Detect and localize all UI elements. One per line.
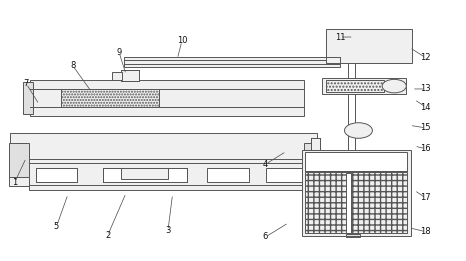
Text: 12: 12 (420, 53, 431, 62)
Bar (346, 173, 350, 233)
Text: 11: 11 (335, 33, 345, 41)
Text: 4: 4 (263, 160, 268, 169)
Text: 14: 14 (420, 103, 431, 112)
Text: 3: 3 (165, 226, 171, 235)
Text: 10: 10 (177, 37, 187, 45)
Text: 16: 16 (420, 144, 431, 153)
Bar (61, 90, 158, 107)
Text: 18: 18 (420, 227, 431, 236)
Bar (306, 152, 407, 171)
Bar (29, 80, 304, 116)
Bar (8, 177, 28, 186)
Bar (35, 168, 77, 182)
Bar (122, 168, 168, 179)
Bar (302, 150, 411, 236)
Bar (8, 144, 28, 177)
Bar (22, 82, 33, 114)
Text: 13: 13 (420, 85, 431, 93)
Bar (35, 168, 77, 182)
Circle shape (382, 79, 406, 93)
Bar (28, 185, 312, 190)
Bar (124, 57, 340, 67)
Bar (10, 133, 316, 186)
Bar (103, 168, 186, 182)
Text: 9: 9 (116, 48, 122, 57)
Text: 8: 8 (70, 61, 75, 70)
Text: 5: 5 (54, 222, 59, 231)
Text: 1: 1 (12, 178, 17, 187)
Bar (306, 171, 407, 233)
Bar (122, 70, 139, 81)
Bar (322, 78, 406, 94)
Bar (266, 168, 308, 182)
Text: 6: 6 (263, 233, 268, 241)
Bar (207, 168, 249, 182)
Circle shape (344, 123, 372, 138)
Bar (112, 72, 123, 80)
Bar (346, 234, 360, 237)
Bar (326, 29, 412, 63)
Bar (304, 144, 320, 177)
Text: 15: 15 (420, 123, 431, 132)
Text: 17: 17 (420, 193, 431, 203)
Text: 7: 7 (24, 79, 29, 88)
Bar (326, 80, 384, 92)
Text: 2: 2 (105, 231, 110, 240)
Bar (311, 138, 320, 153)
